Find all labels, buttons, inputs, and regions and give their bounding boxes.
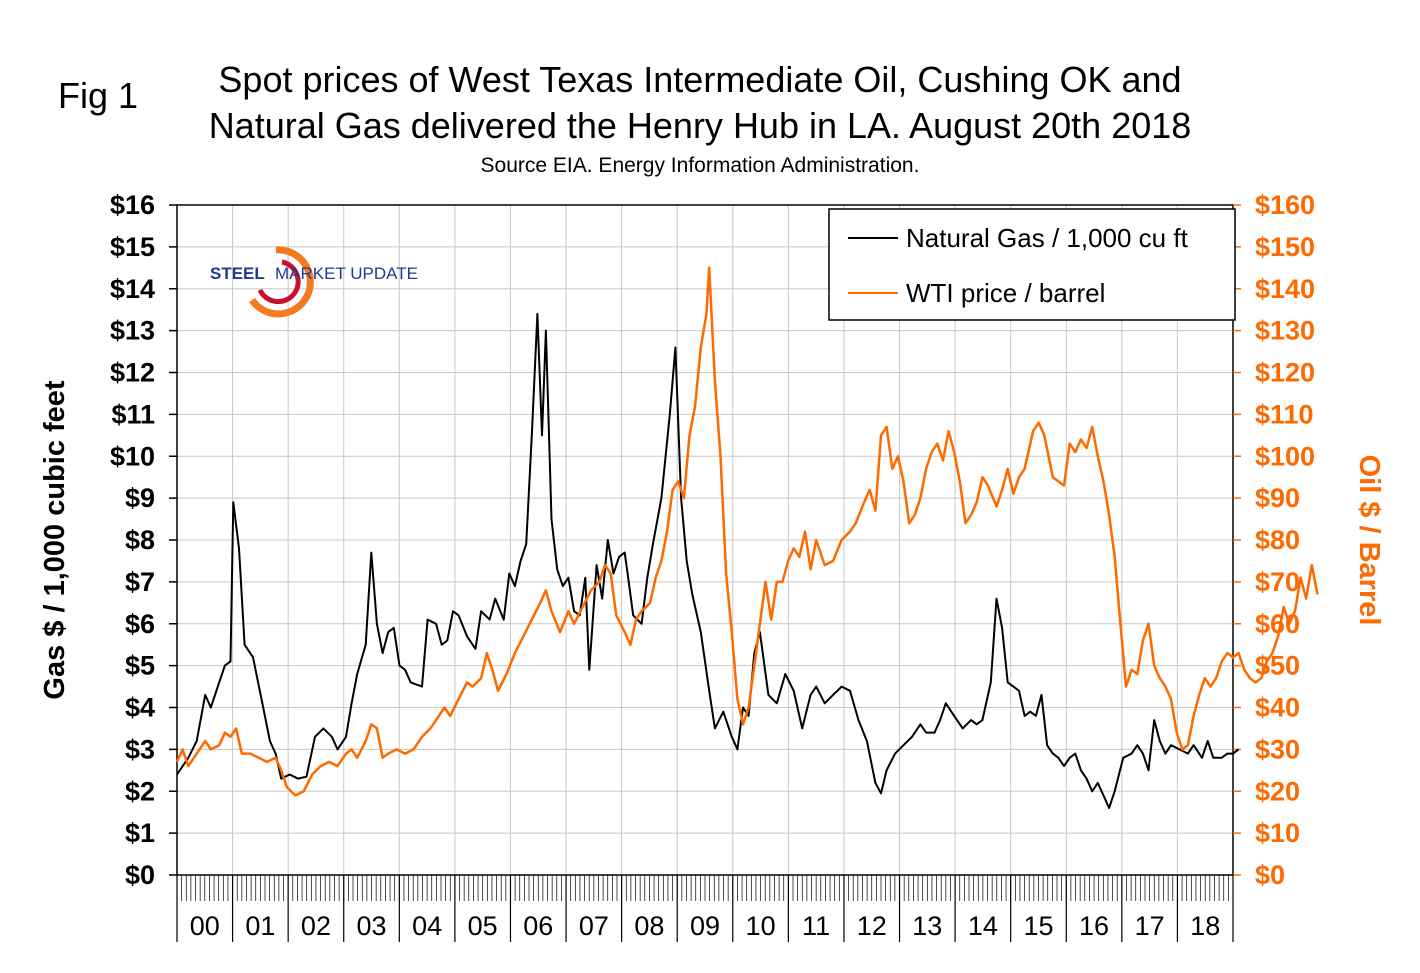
y-right-tick-label: $10	[1255, 818, 1300, 848]
x-year-label: 01	[245, 911, 275, 941]
logo-word-market-update: MARKET UPDATE	[275, 264, 418, 283]
x-year-label: 13	[912, 911, 942, 941]
x-year-label: 14	[968, 911, 998, 941]
y-left-tick-label: $5	[125, 651, 155, 681]
y-right-tick-label: $0	[1255, 860, 1285, 890]
y-left-tick-label: $11	[111, 399, 155, 429]
y-right-tick-label: $160	[1255, 190, 1315, 220]
y-right-tick-label: $90	[1255, 483, 1300, 513]
y-left-tick-label: $12	[110, 358, 155, 388]
y-right-tick-label: $80	[1255, 525, 1300, 555]
chart-title-line1: Spot prices of West Texas Intermediate O…	[218, 59, 1181, 100]
x-year-label: 05	[468, 911, 498, 941]
x-year-label: 17	[1135, 911, 1165, 941]
y-left-tick-label: $0	[125, 860, 155, 890]
y-right-tick-label: $140	[1255, 274, 1315, 304]
x-year-label: 16	[1079, 911, 1109, 941]
x-year-label: 04	[412, 911, 442, 941]
y-left-tick-label: $15	[110, 232, 155, 262]
y-left-tick-label: $4	[125, 693, 155, 723]
x-year-label: 00	[190, 911, 220, 941]
legend: Natural Gas / 1,000 cu ft WTI price / ba…	[828, 208, 1236, 321]
chart-title-line2: Natural Gas delivered the Henry Hub in L…	[209, 105, 1192, 146]
legend-label-gas: Natural Gas / 1,000 cu ft	[906, 223, 1189, 253]
y-left-tick-label: $3	[125, 734, 155, 764]
x-year-label: 06	[523, 911, 553, 941]
y-left-tick-label: $13	[110, 316, 155, 346]
logo-inner-arc-icon	[257, 259, 301, 305]
y-right-tick-label: $30	[1255, 734, 1300, 764]
y-left-tick-label: $6	[125, 609, 155, 639]
y-left-tick-label: $10	[110, 441, 155, 471]
logo-arc-icon	[249, 246, 314, 318]
y-left-tick-label: $1	[125, 818, 155, 848]
plot-area: $0 $1 $2 $3 $4 $5 $6 $7 $8 $9 $10 $11 $12 $13 $14 $15 $1…	[110, 190, 1319, 942]
x-year-label: 12	[857, 911, 887, 941]
y-left-tick-label: $9	[125, 483, 155, 513]
y-axis-right-title: Oil $ / Barrel	[1353, 455, 1385, 626]
x-year-label: 02	[301, 911, 331, 941]
x-year-label: 15	[1023, 911, 1053, 941]
legend-label-oil: WTI price / barrel	[906, 278, 1105, 308]
x-year-label: 18	[1190, 911, 1220, 941]
legend-box	[828, 208, 1236, 321]
x-year-label: 09	[690, 911, 720, 941]
x-year-label: 11	[802, 911, 830, 941]
y-left-tick-label: $7	[125, 567, 155, 597]
logo-word-steel: STEEL	[210, 264, 265, 283]
x-year-label: 03	[357, 911, 387, 941]
y-axis-left-title: Gas $ / 1,000 cubic feet	[39, 380, 71, 700]
y-right-tick-label: $130	[1255, 316, 1315, 346]
y-left-tick-label: $2	[125, 776, 155, 806]
wti-oil-series-line	[175, 266, 1319, 797]
natural-gas-series-line	[176, 312, 1240, 809]
steel-market-update-logo: STEEL MARKET UPDATE	[210, 246, 418, 318]
x-year-label: 07	[579, 911, 609, 941]
y-right-tick-label: $20	[1255, 776, 1300, 806]
y-right-tick-label: $150	[1255, 232, 1315, 262]
x-year-label: 10	[746, 911, 776, 941]
y-left-tick-label: $16	[110, 190, 155, 220]
chart-subtitle: Source EIA. Energy Information Administr…	[481, 154, 920, 177]
y-right-tick-label: $120	[1255, 358, 1315, 388]
y-right-tick-label: $110	[1255, 399, 1314, 429]
y-left-tick-label: $14	[110, 274, 155, 304]
y-right-tick-label: $40	[1255, 693, 1300, 723]
fig-label: Fig 1	[58, 75, 138, 116]
x-year-label: 08	[634, 911, 664, 941]
y-left-tick-label: $8	[125, 525, 155, 555]
y-right-tick-label: $100	[1255, 441, 1315, 471]
y-right-tick-label: $70	[1255, 567, 1300, 597]
